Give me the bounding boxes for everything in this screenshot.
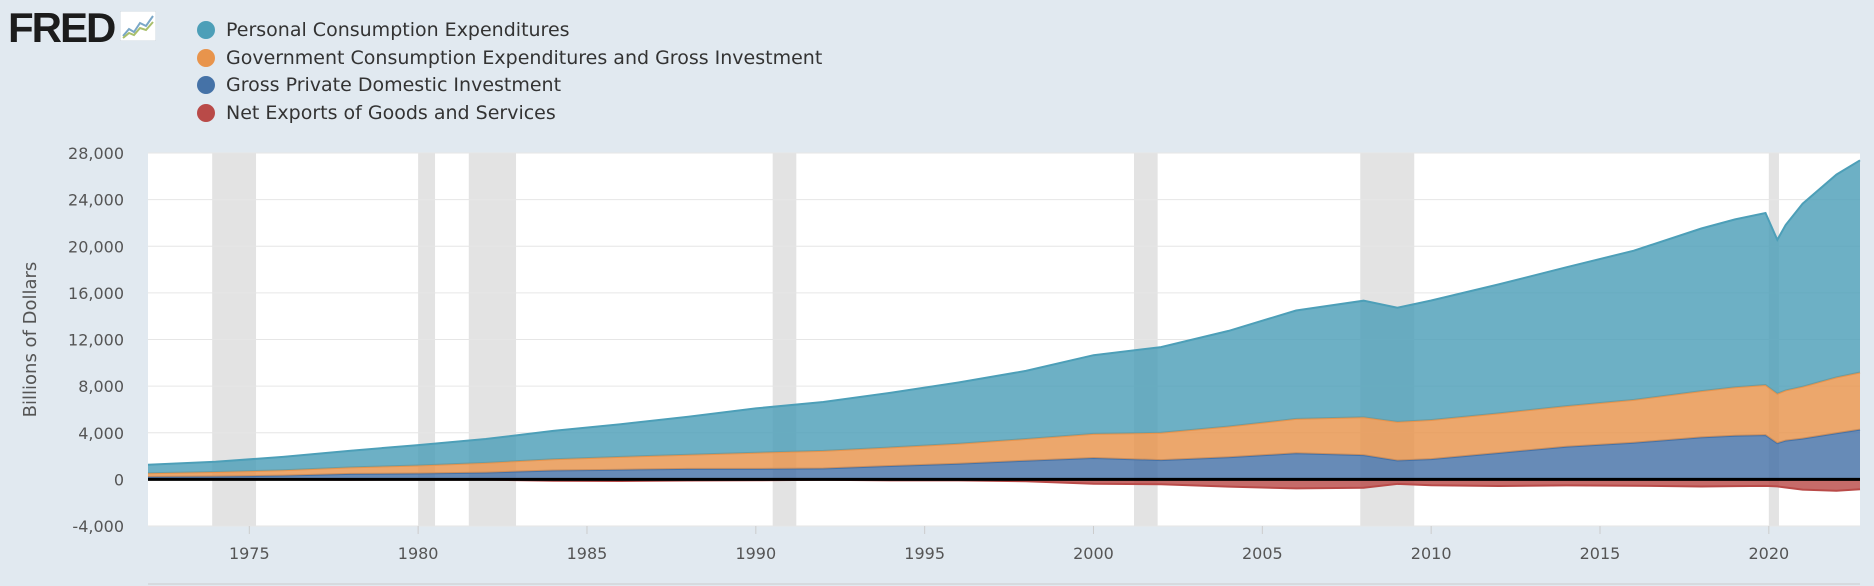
x-tick-label: 1980 [398,544,439,563]
legend-marker [197,76,215,95]
x-tick-label: 1975 [229,544,270,563]
fred-logo-text: FRED [8,4,116,51]
legend-label: Net Exports of Goods and Services [226,101,556,124]
x-axis-ticks: 1975 1980 1985 1990 1995 2000 2005 2010 2015 2020 [229,526,1789,563]
y-axis-ticks: -4,000 0 4,000 8,000 12,000 16,000 20,000 24,00… [68,144,124,536]
x-tick-label: 2000 [1073,544,1114,563]
y-tick-label: 20,000 [68,237,124,256]
legend-label: Government Consumption Expenditures and … [226,46,823,69]
x-tick-label: 2020 [1748,544,1789,563]
x-tick-label: 2015 [1580,544,1621,563]
legend-label: Personal Consumption Expenditures [226,18,570,41]
x-tick-label: 2010 [1411,544,1452,563]
legend-item[interactable]: Personal Consumption Expenditures [197,16,822,44]
series-line [147,159,1861,466]
series-area [148,160,1860,474]
legend-item[interactable]: Gross Private Domestic Investment [197,71,822,99]
fred-logo[interactable]: FRED [8,4,157,51]
y-tick-label: 0 [114,470,124,489]
x-tick-label: 1995 [904,544,945,563]
legend-marker [197,48,215,67]
y-axis-title: Billions of Dollars [20,262,41,418]
y-tick-label: 12,000 [68,331,124,350]
legend-item[interactable]: Net Exports of Goods and Services [197,99,822,127]
x-tick-label: 1985 [567,544,608,563]
y-tick-label: 8,000 [78,377,124,396]
series-area [148,479,1860,491]
series-area [148,372,1860,477]
legend-marker [197,20,215,39]
legend-marker [197,103,215,122]
legend-label: Gross Private Domestic Investment [226,74,562,97]
y-tick-label: 24,000 [68,191,124,210]
chart-legend: Personal Consumption Expenditures Governm… [197,16,822,127]
x-tick-label: 2005 [1242,544,1283,563]
y-tick-label: -4,000 [72,517,124,536]
legend-item[interactable]: Government Consumption Expenditures and … [197,44,822,72]
series-area [148,429,1860,480]
sparkline-chart-icon [119,10,157,45]
y-tick-label: 16,000 [68,284,124,303]
x-tick-label: 1990 [735,544,776,563]
y-tick-label: 28,000 [68,144,124,163]
y-tick-label: 4,000 [78,424,124,443]
